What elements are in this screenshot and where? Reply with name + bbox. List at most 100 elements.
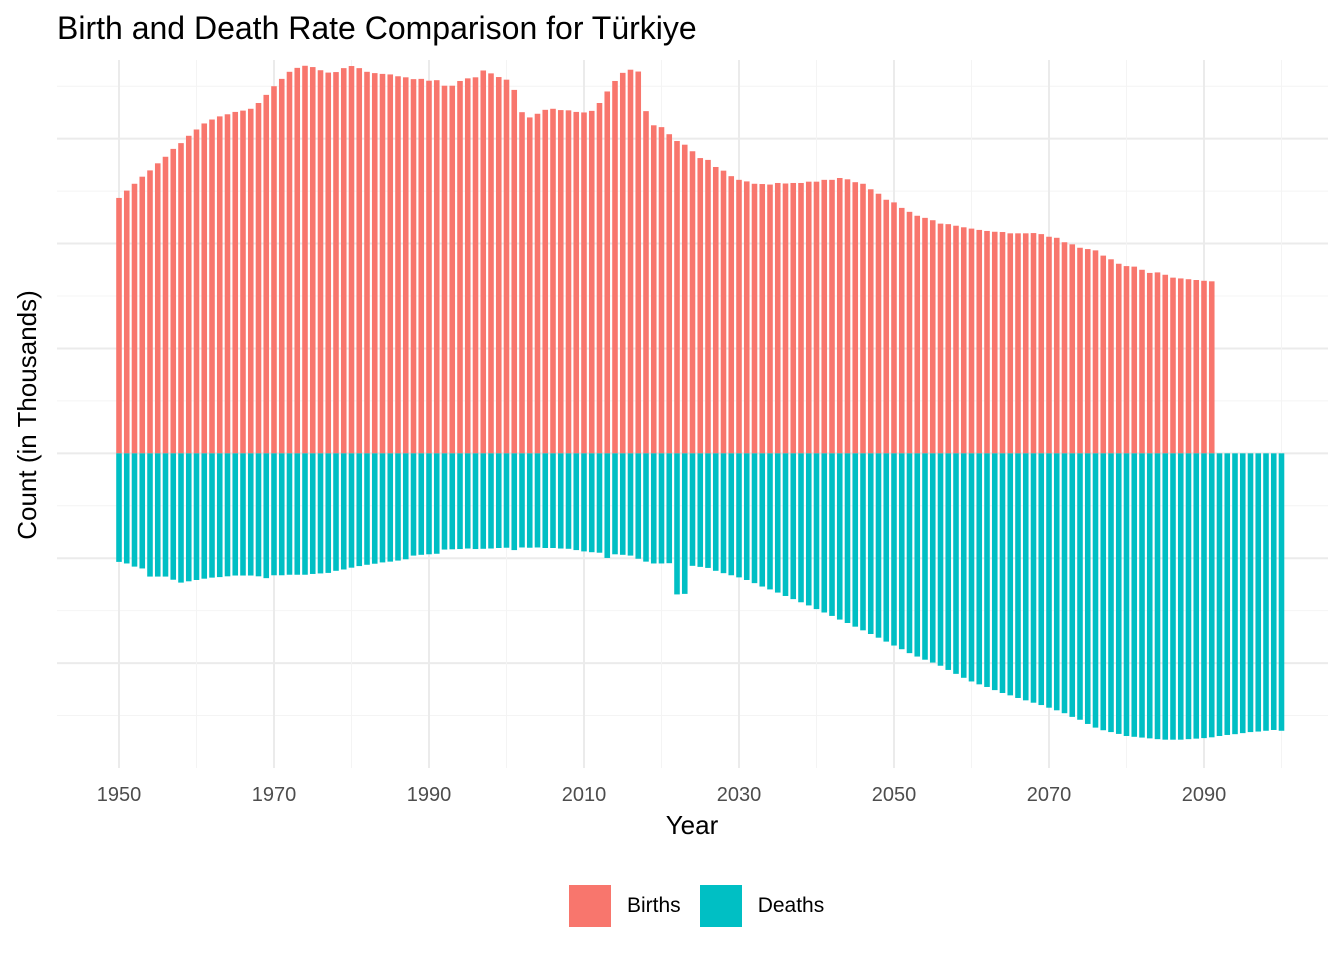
birth-bar (867, 189, 874, 454)
death-bar (906, 453, 913, 654)
birth-bar (588, 110, 595, 454)
death-bar (991, 453, 998, 691)
death-bar (914, 453, 921, 657)
birth-bar (550, 108, 556, 454)
birth-bar (247, 108, 254, 454)
death-bar (201, 453, 208, 579)
death-bar (139, 453, 146, 569)
birth-bar (767, 184, 773, 454)
death-bar (193, 453, 200, 580)
death-bar (1053, 453, 1060, 711)
death-bar (743, 453, 750, 580)
birth-bar (449, 85, 456, 454)
death-bar (604, 453, 611, 558)
death-bar (1123, 453, 1130, 737)
death-bar (759, 453, 766, 587)
death-bar (340, 453, 347, 570)
birth-bar (1038, 234, 1045, 454)
death-bar (1232, 453, 1238, 735)
death-bar (255, 453, 262, 577)
death-bar (170, 453, 177, 580)
death-bar (813, 453, 820, 610)
birth-bar (836, 178, 843, 454)
death-bar (790, 453, 797, 600)
birth-bar (317, 70, 324, 454)
death-bar (278, 453, 285, 576)
birth-bar (185, 135, 192, 454)
birth-bar (302, 65, 308, 454)
birth-bar (914, 215, 921, 454)
death-bar (410, 453, 417, 556)
birth-bar (984, 230, 990, 454)
death-bar (488, 453, 494, 549)
death-bar (364, 453, 370, 565)
birth-bar (123, 190, 130, 454)
birth-bar (813, 181, 820, 454)
death-bar (736, 453, 742, 578)
birth-bar (898, 207, 905, 454)
death-bar (418, 453, 425, 555)
legend-item-deaths: Deaths (699, 885, 844, 927)
birth-bar (1170, 277, 1176, 454)
death-bar (674, 453, 680, 595)
legend-label-births: Births (627, 894, 681, 917)
birth-bar (147, 170, 153, 454)
birth-bar (542, 109, 549, 454)
death-bar (123, 453, 130, 564)
birth-bar (573, 111, 580, 454)
birth-bar (154, 163, 161, 454)
birth-bar (774, 182, 781, 454)
death-bar (426, 453, 432, 555)
death-bar (247, 453, 254, 576)
death-bar (379, 453, 386, 563)
death-bar (441, 453, 448, 550)
death-bar (720, 453, 727, 574)
birth-bar (162, 156, 169, 454)
death-bar (712, 453, 719, 571)
plot-area: 1950 1970 1990 2010 2030 2050 2070 2090 Year Co… (12, 60, 1328, 840)
birth-bar (953, 225, 959, 454)
death-bar (1061, 453, 1068, 714)
deaths-color-key (699, 885, 742, 927)
birth-bar (294, 67, 301, 454)
death-bar (1170, 453, 1176, 740)
birth-bar (116, 197, 122, 454)
death-bar (968, 453, 975, 682)
death-bar (635, 453, 642, 559)
x-tick-label: 1950 (97, 784, 142, 806)
death-bar (216, 453, 223, 578)
birth-bar (379, 73, 386, 454)
death-bar (1201, 453, 1207, 739)
death-bar (1216, 453, 1223, 737)
death-bar (681, 453, 688, 594)
death-bar (627, 453, 634, 556)
death-bar (689, 453, 696, 566)
death-bar (774, 453, 781, 593)
birth-bar (922, 217, 928, 454)
death-bar (767, 453, 773, 590)
death-bar (852, 453, 859, 627)
birth-bar (635, 71, 642, 454)
birth-bar (650, 125, 657, 454)
death-bar (782, 453, 789, 596)
birth-bar (1092, 250, 1099, 454)
death-bar (131, 453, 138, 567)
death-bar (1030, 453, 1037, 703)
birth-bar (860, 183, 866, 454)
death-bar (984, 453, 990, 687)
death-bar (1146, 453, 1153, 739)
birth-bar (286, 71, 293, 454)
death-bar (1100, 453, 1107, 731)
birth-bar (325, 72, 332, 454)
death-bar (581, 453, 587, 552)
birth-bar (1177, 278, 1184, 454)
birth-bar (612, 80, 618, 454)
birth-bar (201, 123, 208, 454)
death-bar (829, 453, 835, 616)
birth-bar (852, 182, 859, 454)
birth-bar (1108, 259, 1114, 454)
birth-bar (1061, 242, 1068, 454)
death-bar (457, 453, 463, 550)
death-bar (178, 453, 184, 583)
birth-bar (495, 77, 502, 454)
